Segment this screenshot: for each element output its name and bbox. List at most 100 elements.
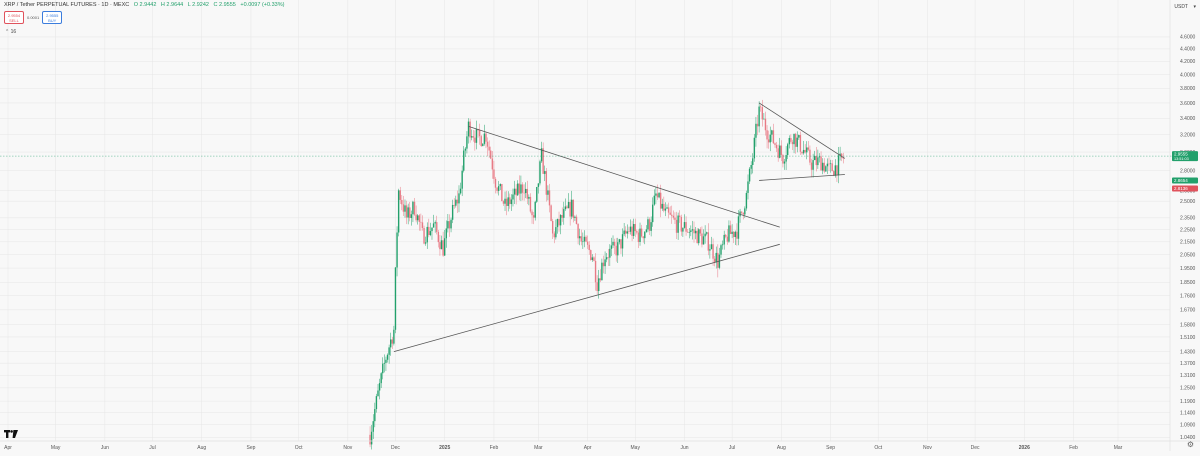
candle-body <box>556 219 559 228</box>
price-axis-label: 4.4000 <box>1180 47 1196 53</box>
candle-body <box>690 230 692 233</box>
candle-body <box>445 228 447 239</box>
candle-body <box>636 231 638 233</box>
candle-body <box>779 145 781 158</box>
candle-body <box>459 188 462 194</box>
candle-body <box>807 147 810 150</box>
candle-body <box>513 188 516 195</box>
price-axis-label: 1.3100 <box>1180 373 1196 379</box>
price-axis-label: 1.5100 <box>1180 335 1196 341</box>
price-axis-label: 1.7600 <box>1180 294 1196 300</box>
candle-body <box>490 150 492 159</box>
open-value: O 2.9442 <box>133 2 157 8</box>
candle-body <box>639 228 641 243</box>
candle-body <box>393 329 395 344</box>
candle-body <box>717 252 719 268</box>
candle-body <box>815 155 817 166</box>
candle-body <box>612 241 614 246</box>
candle-body <box>725 234 727 237</box>
candle-body <box>780 145 783 155</box>
candle-body <box>756 123 759 127</box>
candle-body <box>736 231 738 239</box>
time-axis[interactable]: Apr May Jun Jul Aug Sep Oct Nov Dec 2025 Feb Mar Apr… <box>4 445 1123 451</box>
time-axis-label: 2025 <box>439 445 450 451</box>
candle-body <box>499 184 501 187</box>
candle-body <box>467 121 470 137</box>
candle-body <box>585 236 587 242</box>
candle-body <box>372 421 374 432</box>
chevron-down-icon[interactable]: ▾ <box>1193 4 1196 10</box>
candle-body <box>491 158 494 170</box>
price-axis-label: 1.4300 <box>1180 349 1196 355</box>
price-tag-value: 2.8654 <box>1174 178 1188 183</box>
candle-body <box>464 148 467 151</box>
candle-body <box>650 222 652 231</box>
candle-body <box>694 230 697 234</box>
candle-body <box>809 149 811 163</box>
candle-body <box>540 148 543 162</box>
candle-body <box>415 214 417 221</box>
candle-body <box>745 192 748 209</box>
time-axis-label: Jul <box>149 445 155 451</box>
candle-body <box>569 201 571 217</box>
candle-body <box>785 155 787 162</box>
candle-body <box>399 190 401 200</box>
price-tag-value: 2.8136 <box>1174 186 1188 191</box>
candle-body <box>378 383 381 391</box>
candle-body <box>494 178 497 188</box>
candle-body <box>631 226 633 236</box>
time-axis-label: Oct <box>874 445 882 451</box>
candle-body <box>744 208 746 215</box>
price-axis-label: 4.6000 <box>1180 35 1196 41</box>
price-axis-label: 3.4000 <box>1180 116 1196 122</box>
candle-body <box>370 431 373 445</box>
time-axis-label: May <box>631 445 641 451</box>
candle-body <box>691 229 694 231</box>
candle-body <box>799 135 802 152</box>
time-axis-label: Dec <box>391 445 400 451</box>
candle-body <box>480 136 482 147</box>
trade-buttons: 2.9554 SELL 0.0001 2.9555 BUY <box>4 11 63 24</box>
candle-body <box>531 211 533 216</box>
candle-body <box>470 136 473 138</box>
candle-body <box>523 192 525 194</box>
candle-body <box>539 161 541 184</box>
time-axis-label: May <box>51 445 61 451</box>
candle-body <box>769 134 771 143</box>
candle-body <box>580 236 582 242</box>
candle-body <box>377 390 379 397</box>
candle-body <box>775 144 778 149</box>
price-tag-box <box>1172 185 1198 192</box>
currency-selector[interactable]: USDT <box>1174 4 1188 10</box>
candle-body <box>755 123 757 138</box>
symbol-title[interactable]: XRP / Tether PERPETUAL FUTURES · 1D · ME… <box>4 2 130 8</box>
tradingview-logo-icon[interactable] <box>4 430 18 440</box>
candle-body <box>443 238 446 256</box>
candle-body <box>626 231 629 234</box>
indicator-toggle[interactable]: ⌃ 16 <box>5 29 17 35</box>
trendlines[interactable] <box>393 102 846 353</box>
price-axis-label: 1.2500 <box>1180 386 1196 392</box>
candle-body <box>634 223 636 232</box>
price-axis[interactable]: 4.6000 4.4000 4.2000 4.0000 3.8000 3.6000 3.40… <box>1180 35 1196 441</box>
candle-body <box>764 118 767 131</box>
candle-body <box>658 192 660 198</box>
time-axis-label: Mar <box>1114 445 1123 451</box>
candle-body <box>545 171 548 195</box>
candle-body <box>709 249 711 251</box>
candle-body <box>436 222 438 232</box>
candle-body <box>448 221 451 229</box>
candle-body <box>582 241 584 243</box>
candle-body <box>390 339 392 348</box>
candle-body <box>475 129 478 143</box>
candle-body <box>590 250 592 260</box>
candle-body <box>782 154 784 164</box>
candle-body <box>833 171 835 176</box>
sell-button[interactable]: 2.9554 SELL <box>4 11 24 24</box>
candle-body <box>426 226 428 243</box>
candle-body <box>625 230 627 234</box>
buy-button[interactable]: 2.9555 BUY <box>42 11 63 24</box>
gear-icon[interactable]: ⚙ <box>1186 440 1194 449</box>
